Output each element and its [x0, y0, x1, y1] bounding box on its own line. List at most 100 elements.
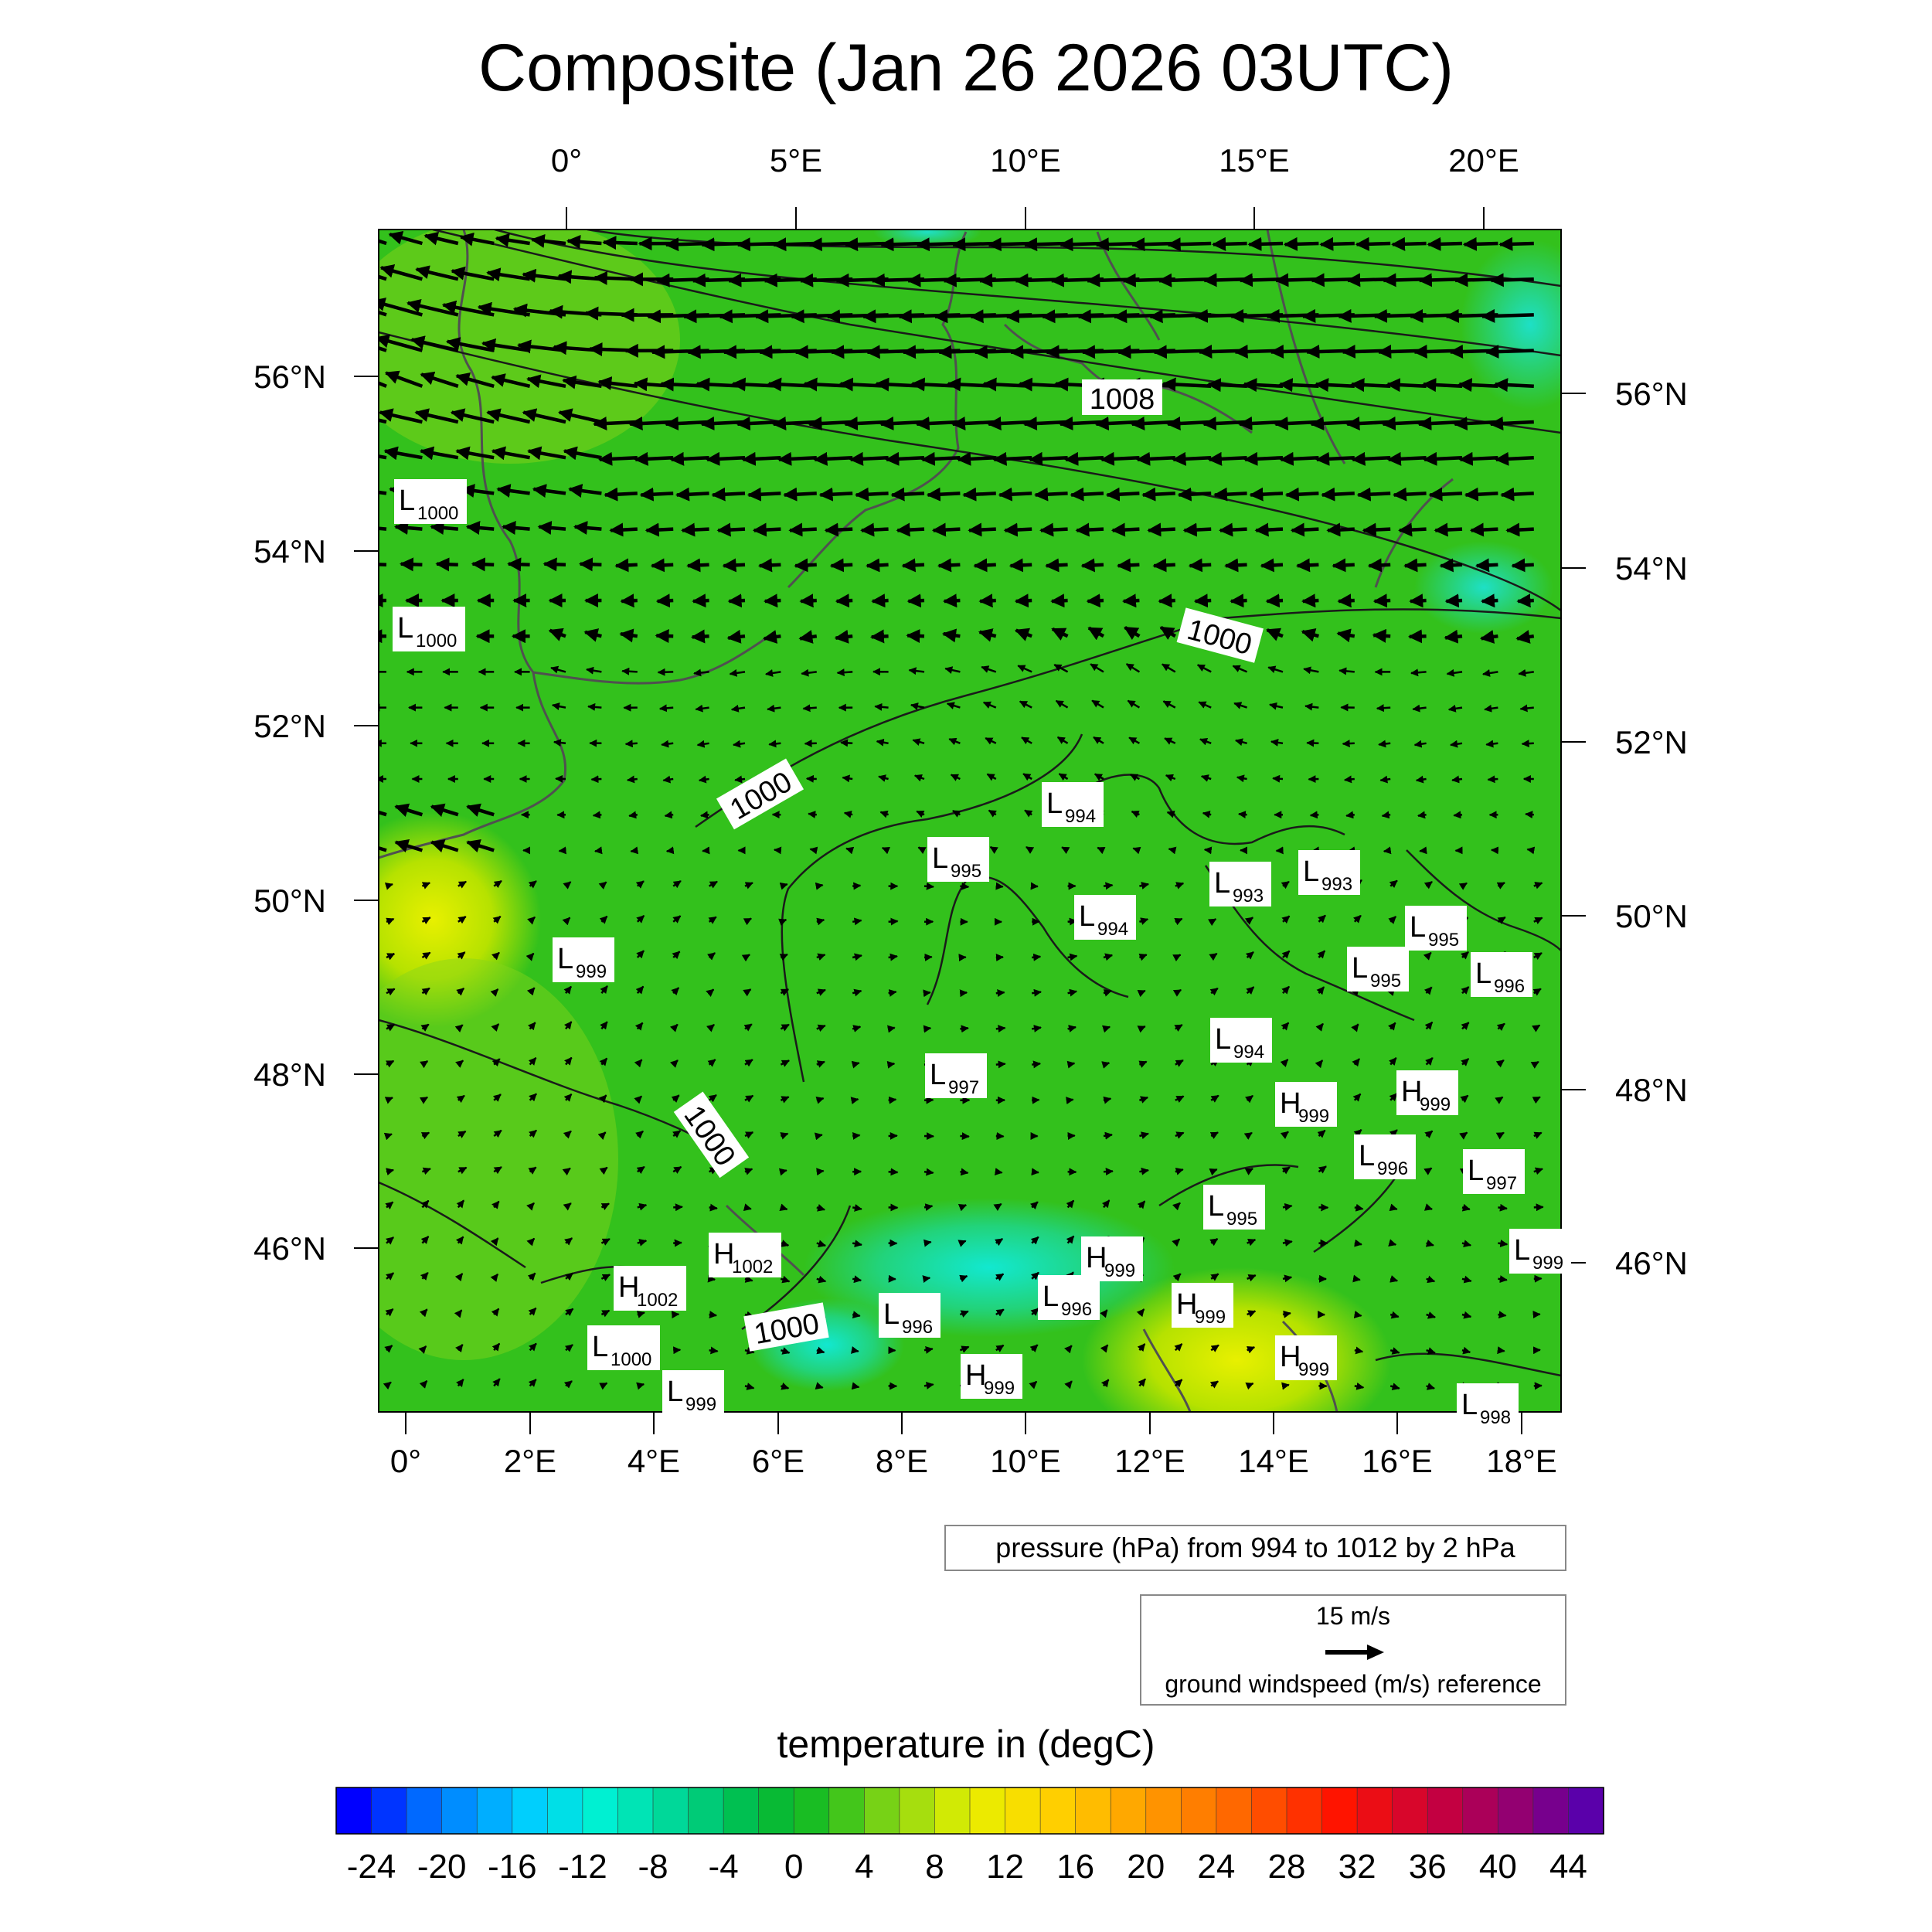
wind-vector — [1091, 699, 1104, 709]
map-title: Composite (Jan 26 2026 03UTC) — [478, 31, 1454, 105]
pressure-center-bg — [394, 479, 467, 524]
pressure-center: L 994 — [1210, 1018, 1272, 1063]
wind-vector — [1138, 1060, 1148, 1068]
pressure-center-type: L — [399, 485, 415, 517]
wind-vector — [1350, 378, 1391, 393]
wind-vector — [1412, 704, 1427, 713]
wind-vector — [850, 1346, 859, 1354]
wind-vector — [931, 522, 961, 537]
wind-vector — [744, 882, 753, 889]
wind-vector — [995, 882, 1004, 890]
wind-vector — [1389, 879, 1398, 889]
pressure-center-bg — [1396, 1070, 1458, 1115]
right-lat-label: 46°N — [1615, 1245, 1688, 1281]
pressure-center-type: L — [1475, 957, 1492, 990]
wind-vector — [1280, 1131, 1289, 1139]
pressure-center-value: 996 — [1061, 1299, 1092, 1320]
wind-vector — [1423, 451, 1463, 466]
wind-vector — [1152, 558, 1175, 573]
wind-vector — [384, 1345, 393, 1353]
wind-vector — [1281, 880, 1290, 889]
wind-vector — [1066, 1060, 1076, 1069]
wind-vector — [917, 846, 927, 855]
wind-vector — [1009, 558, 1032, 573]
colorbar-bin — [1039, 1787, 1077, 1835]
colorbar-tick-label: 4 — [855, 1848, 873, 1886]
wind-vector — [1172, 1238, 1181, 1247]
wind-vector — [564, 1237, 573, 1246]
wind-vector — [818, 487, 853, 502]
wind-vector — [960, 1168, 969, 1176]
wind-vector — [888, 917, 899, 926]
wind-vector — [383, 1381, 392, 1390]
wind-vector — [1017, 665, 1032, 673]
wind-vector — [619, 628, 638, 643]
wind-vector — [526, 1202, 535, 1211]
wind-vector — [1172, 988, 1182, 997]
wind-vector — [1139, 882, 1150, 889]
pressure-center-value: 1000 — [416, 631, 457, 651]
wind-vector — [492, 1378, 501, 1387]
colorbar-tick-label: 8 — [925, 1848, 944, 1886]
wind-vector — [744, 1275, 753, 1283]
wind-vector — [1024, 809, 1033, 818]
wind-vector — [1343, 775, 1355, 784]
colorbar-bin — [1356, 1787, 1393, 1835]
wind-vector — [1162, 663, 1176, 673]
colorbar-tick-label: -24 — [347, 1848, 396, 1886]
wind-vector — [1193, 594, 1212, 608]
wind-vector — [1469, 522, 1498, 537]
pressure-center: L 1000 — [394, 479, 467, 524]
wind-vector — [743, 1203, 752, 1212]
wind-vector — [1295, 558, 1319, 573]
wind-vector — [1439, 558, 1463, 573]
wind-vector — [1378, 740, 1391, 748]
top-lon-label: 15°E — [1219, 142, 1290, 179]
pressure-center-bg — [393, 607, 465, 651]
wind-vector — [466, 838, 495, 853]
wind-vector — [670, 1060, 679, 1068]
wind-vector — [978, 594, 996, 608]
pressure-center-bg — [709, 1233, 781, 1277]
wind-vector — [923, 1381, 934, 1389]
wind-vector — [563, 1130, 572, 1139]
left-lat-label: 48°N — [253, 1056, 326, 1093]
wind-vector — [590, 775, 602, 784]
wind-vector — [636, 915, 645, 923]
wind-vector — [1244, 1168, 1253, 1175]
wind-vector — [1426, 1383, 1435, 1390]
right-lat-label: 48°N — [1615, 1072, 1688, 1108]
wind-vector — [1290, 522, 1319, 537]
wind-vector — [871, 594, 889, 608]
wind-vector — [664, 811, 674, 819]
wind-vector — [798, 630, 818, 644]
wind-vector — [1481, 594, 1498, 608]
wind-vector — [530, 233, 566, 248]
wind-vector — [998, 487, 1032, 502]
wind-vector — [455, 1060, 464, 1068]
wind-vector — [379, 274, 387, 281]
wind-vector — [386, 1168, 395, 1175]
wind-vector — [922, 1275, 931, 1284]
wind-vector — [1389, 1203, 1398, 1212]
wind-vector — [454, 1024, 464, 1032]
wind-vector — [722, 558, 746, 573]
pressure-center-type: L — [1079, 900, 1095, 933]
wind-vector — [568, 484, 602, 498]
wind-vector — [1485, 740, 1498, 748]
wind-vector — [672, 1130, 682, 1138]
wind-vector — [600, 985, 608, 995]
pressure-center-value: 996 — [1494, 976, 1525, 997]
wind-vector — [1210, 1094, 1219, 1103]
wind-vector — [604, 487, 638, 502]
wind-vector — [813, 451, 853, 466]
wind-vector — [1233, 702, 1248, 709]
pressure-center-type: L — [883, 1298, 900, 1331]
left-lat-label: 54°N — [253, 533, 326, 570]
wind-vector — [781, 1275, 791, 1284]
wind-vector — [1398, 522, 1427, 537]
contour-label-group: 1008 — [1082, 379, 1162, 416]
wind-vector — [1014, 594, 1032, 608]
wind-vector — [1315, 451, 1355, 466]
